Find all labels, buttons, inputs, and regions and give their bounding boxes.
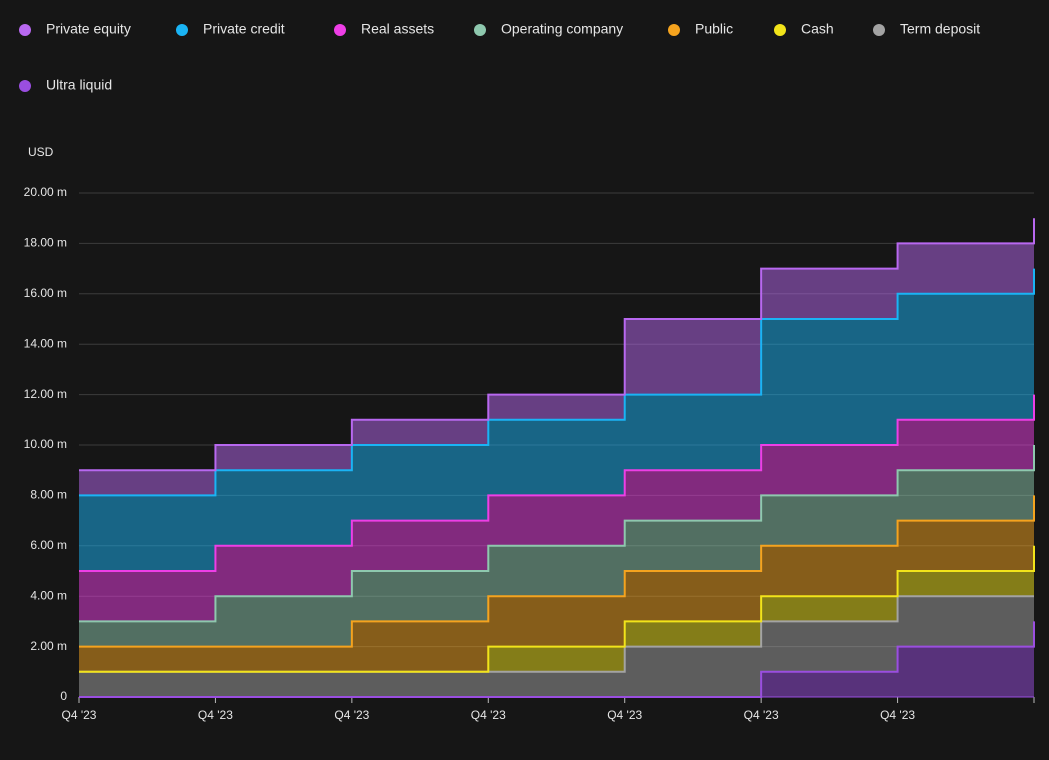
legend-marker[interactable]	[19, 80, 31, 92]
y-tick-label: 12.00 m	[24, 387, 67, 401]
series-line	[79, 394, 1035, 572]
series-line	[79, 545, 1035, 673]
y-tick-label: 0	[60, 689, 67, 703]
legend-label[interactable]: Public	[695, 21, 733, 37]
legend-marker[interactable]	[774, 24, 786, 36]
y-tick-label: 20.00 m	[24, 185, 67, 199]
legend-label[interactable]: Real assets	[361, 21, 434, 37]
x-tick-label: Q4 '23	[198, 708, 233, 722]
area	[79, 495, 1034, 672]
area	[79, 394, 1034, 622]
x-tick-label: Q4 '23	[880, 708, 915, 722]
x-tick-label: Q4 '23	[62, 708, 97, 722]
y-tick-label: 2.00 m	[30, 639, 67, 653]
x-tick-label: Q4 '23	[744, 708, 779, 722]
x-tick-label: Q4 '23	[607, 708, 642, 722]
series-line	[79, 218, 1035, 472]
y-tick-label: 6.00 m	[30, 538, 67, 552]
legend-marker[interactable]	[19, 24, 31, 36]
area	[79, 218, 1034, 496]
y-tick-label: 10.00 m	[24, 437, 67, 451]
legend-label[interactable]: Ultra liquid	[46, 77, 112, 93]
area	[79, 621, 1034, 697]
legend-label[interactable]: Private credit	[203, 21, 285, 37]
legend-marker[interactable]	[176, 24, 188, 36]
x-tick-label: Q4 '23	[471, 708, 506, 722]
x-tick-label: Q4 '23	[334, 708, 369, 722]
series-line	[79, 495, 1035, 648]
legend-label[interactable]: Private equity	[46, 21, 131, 37]
legend-marker[interactable]	[873, 24, 885, 36]
series-line	[79, 268, 1035, 497]
y-tick-label: 4.00 m	[30, 588, 67, 602]
y-tick-label: 8.00 m	[30, 488, 67, 502]
y-tick-label: 18.00 m	[24, 236, 67, 250]
y-tick-label: 14.00 m	[24, 336, 67, 350]
legend-marker[interactable]	[334, 24, 346, 36]
y-axis-label: USD	[28, 145, 54, 159]
legend-label[interactable]: Cash	[801, 21, 834, 37]
legend-label[interactable]: Operating company	[501, 21, 623, 37]
y-tick-label: 16.00 m	[24, 286, 67, 300]
legend-marker[interactable]	[474, 24, 486, 36]
series-line	[79, 445, 1035, 623]
legend-label[interactable]: Term deposit	[900, 21, 980, 37]
legend-marker[interactable]	[668, 24, 680, 36]
